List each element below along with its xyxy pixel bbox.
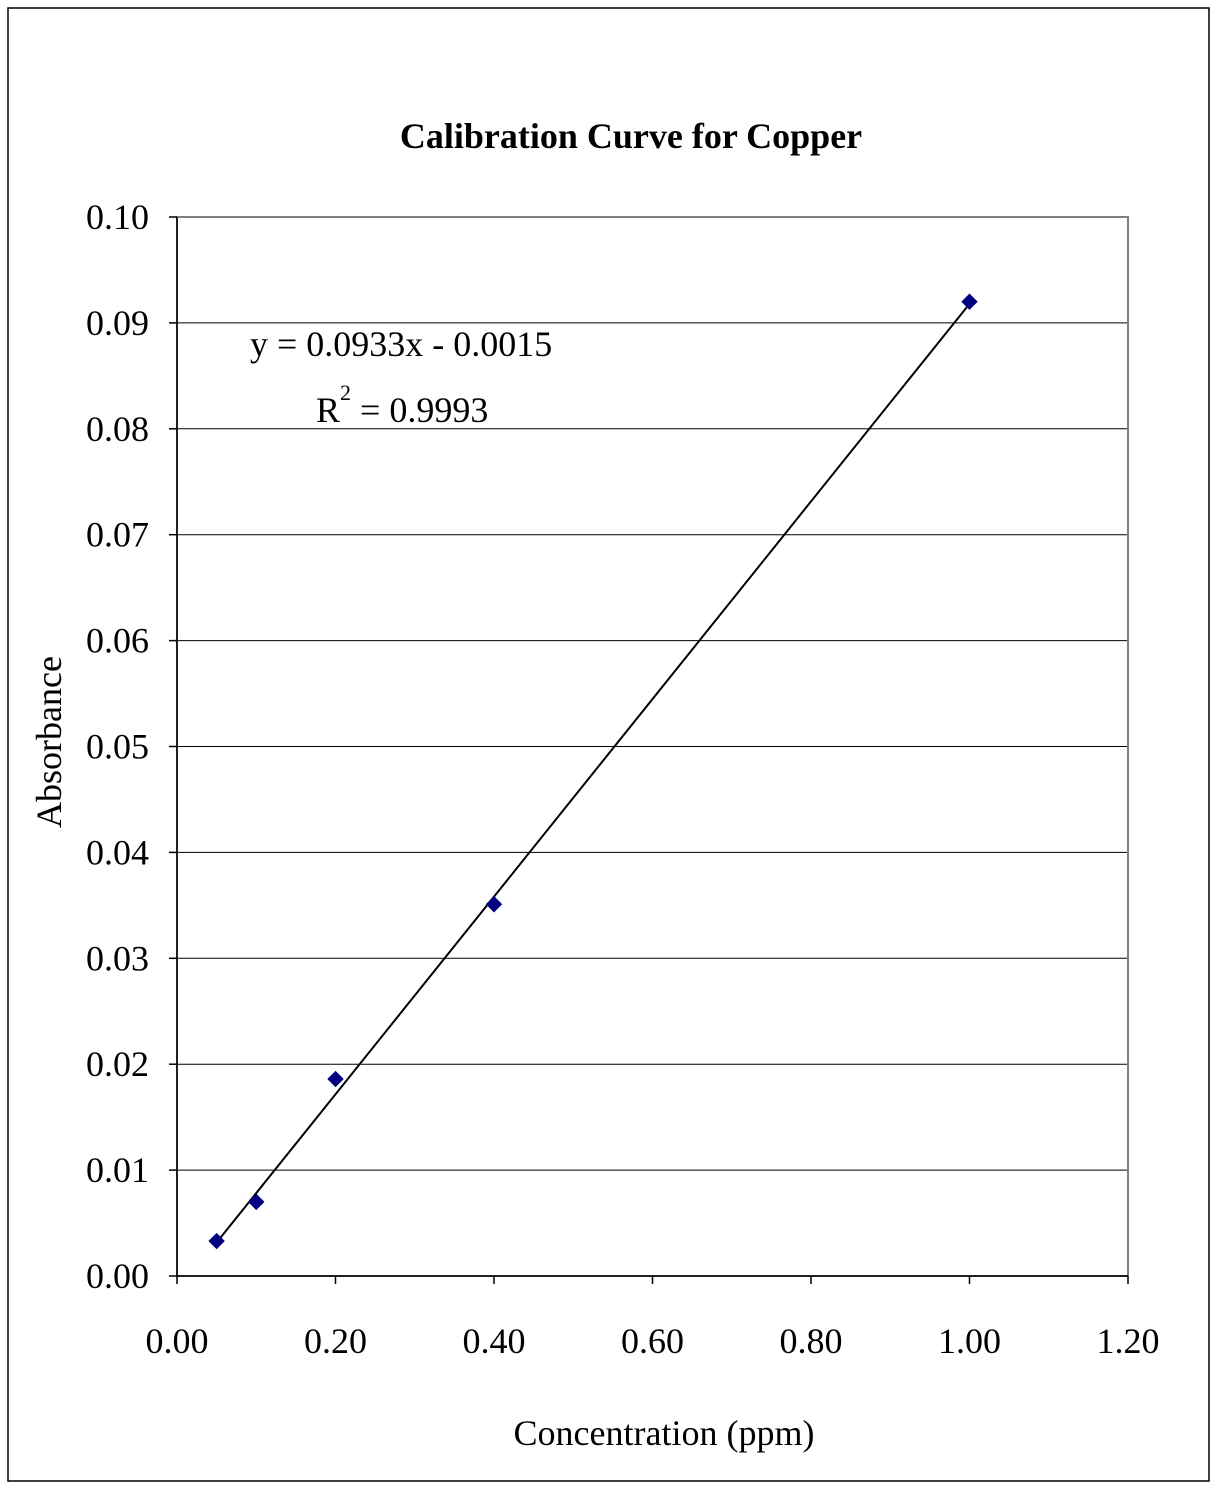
y-tick-label: 0.08 (86, 409, 149, 449)
tick-labels: 0.00 0.01 0.02 0.03 0.04 0.05 0.06 0.07 0.08 0.09… (86, 197, 1160, 1361)
gridlines (177, 322, 1128, 1171)
x-tick-label: 1.20 (1097, 1321, 1160, 1361)
x-tick-label: 0.40 (463, 1321, 526, 1361)
y-tick-label: 0.00 (86, 1256, 149, 1296)
y-tick-label: 0.03 (86, 938, 149, 978)
chart-title: Calibration Curve for Copper (400, 116, 862, 156)
y-tick-label: 0.02 (86, 1044, 149, 1084)
r-squared-label: R2 = 0.9993 (316, 380, 488, 430)
x-tick-label: 0.60 (621, 1321, 684, 1361)
data-point (961, 293, 978, 310)
x-tick-label: 1.00 (938, 1321, 1001, 1361)
x-tick-label: 0.00 (146, 1321, 209, 1361)
x-tick-label: 0.20 (304, 1321, 367, 1361)
y-tick-label: 0.06 (86, 621, 149, 661)
y-axis-title: Absorbance (29, 656, 69, 828)
x-tick-label: 0.80 (780, 1321, 843, 1361)
r-squared-value: = 0.9993 (351, 390, 488, 430)
data-points (208, 293, 978, 1250)
data-point (327, 1070, 344, 1088)
r-squared-prefix: R (316, 390, 340, 430)
chart-frame (7, 7, 1210, 1482)
y-tick-label: 0.10 (86, 197, 149, 237)
trendline-layer (215, 303, 971, 1244)
trendline (215, 303, 971, 1244)
data-point (208, 1232, 225, 1250)
y-tick-label: 0.07 (86, 515, 149, 555)
trendline-equation: y = 0.0933x - 0.0015 (250, 324, 552, 364)
r-squared-superscript: 2 (340, 380, 351, 405)
y-tick-label: 0.01 (86, 1150, 149, 1190)
y-tick-label: 0.05 (86, 727, 149, 767)
axes (169, 216, 1129, 1284)
data-point (485, 896, 503, 913)
y-tick-label: 0.04 (86, 832, 149, 872)
x-axis-title: Concentration (ppm) (514, 1413, 815, 1453)
y-tick-label: 0.09 (86, 303, 149, 343)
data-point (248, 1193, 265, 1211)
